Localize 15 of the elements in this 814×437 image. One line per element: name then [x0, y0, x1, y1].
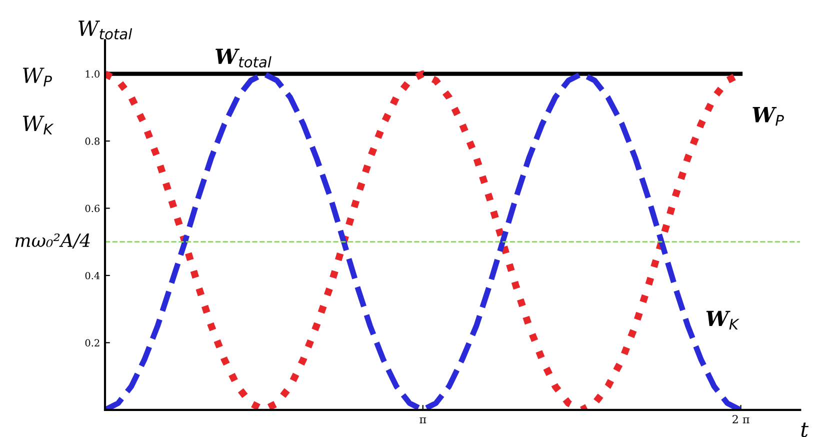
- y-tick-label: 1.0: [86, 70, 100, 78]
- y-tick-label: 0.6: [85, 204, 100, 212]
- x-axis-title: t: [801, 422, 809, 437]
- ref-line-label: mω₀²A/4: [15, 233, 90, 249]
- y-tick-label: 0.8: [85, 138, 100, 145]
- y-tick-label: 0.2: [85, 339, 100, 347]
- annotation: W$_{K}$: [706, 310, 740, 330]
- annotation: W$_{total}$: [216, 48, 272, 68]
- y-axis-title: W$_{total}$: [78, 20, 132, 40]
- text: W$_{K}$: [22, 116, 54, 134]
- y-tick-label: 0.4: [85, 272, 100, 280]
- text: W$_{P}$: [22, 68, 52, 86]
- x-tick-label: 2 π: [732, 414, 750, 424]
- x-tick-label: π: [420, 417, 426, 424]
- annotation: W$_{P}$: [752, 107, 784, 126]
